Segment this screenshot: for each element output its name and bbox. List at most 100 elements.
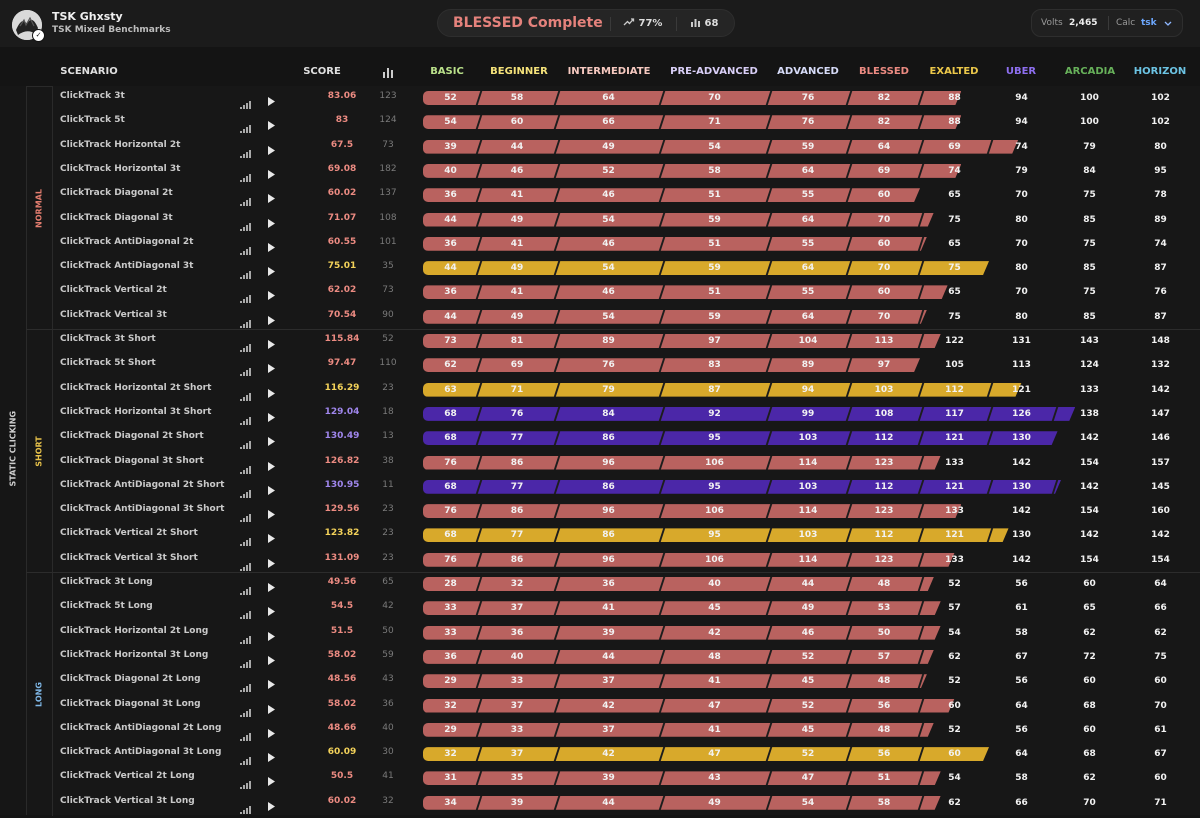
scenario-row[interactable]: ClickTrack Vertical 2t 62.02 73 36 41 46 51 55 6… <box>52 280 1200 304</box>
scenario-row[interactable]: ClickTrack Vertical 3t Long 60.02 32 34 39 44… <box>52 791 1200 815</box>
column-header-arcadia[interactable]: ARCADIA <box>1064 66 1116 77</box>
play-icon[interactable] <box>267 529 276 548</box>
scenario-row[interactable]: ClickTrack Diagonal 3t Long 58.02 36 32 37 42… <box>52 694 1200 718</box>
play-icon[interactable] <box>267 165 276 184</box>
scenario-name[interactable]: ClickTrack Diagonal 2t Short <box>60 431 204 442</box>
column-header-intermediate[interactable]: INTERMEDIATE <box>567 66 651 77</box>
scenario-name[interactable]: ClickTrack 3t Long <box>60 577 153 587</box>
signal-bars-icon[interactable] <box>240 726 251 745</box>
play-icon[interactable] <box>267 359 276 378</box>
column-header-beginner[interactable]: BEGINNER <box>490 66 548 77</box>
scenario-name[interactable]: ClickTrack Horizontal 3t Long <box>60 649 209 660</box>
scenario-name[interactable]: ClickTrack Vertical 3t Short <box>60 552 198 563</box>
play-icon[interactable] <box>267 286 276 305</box>
play-icon[interactable] <box>267 457 276 476</box>
signal-bars-icon[interactable] <box>240 483 251 502</box>
scenario-name[interactable]: ClickTrack Vertical 2t <box>60 285 167 296</box>
signal-bars-icon[interactable] <box>240 337 251 356</box>
scenario-row[interactable]: ClickTrack AntiDiagonal 2t 60.55 101 36 41 46… <box>52 232 1200 256</box>
scenario-row[interactable]: ClickTrack 3t Long 49.56 65 28 32 36 40 44 48 52 5… <box>52 572 1200 596</box>
play-icon[interactable] <box>267 627 276 646</box>
scenario-row[interactable]: ClickTrack 5t Long 54.5 42 33 37 41 45 49 53 57 61… <box>52 596 1200 620</box>
scenario-name[interactable]: ClickTrack Horizontal 2t <box>60 139 181 150</box>
scenario-name[interactable]: ClickTrack Vertical 2t Long <box>60 771 195 782</box>
column-header-advanced[interactable]: ADVANCED <box>777 66 839 77</box>
scenario-row[interactable]: ClickTrack AntiDiagonal 3t Short 129.56 23… <box>52 499 1200 523</box>
play-icon[interactable] <box>267 262 276 281</box>
scenario-row[interactable]: ClickTrack Diagonal 2t Short 130.49 13 68 77… <box>52 426 1200 450</box>
scenario-row[interactable]: ClickTrack Vertical 3t Short 131.09 23 76 86… <box>52 548 1200 572</box>
scenario-row[interactable]: ClickTrack AntiDiagonal 2t Short 130.95 11… <box>52 475 1200 499</box>
scenario-row[interactable]: ClickTrack Horizontal 3t Long 58.02 59 36 40… <box>52 645 1200 669</box>
scenario-row[interactable]: ClickTrack Horizontal 2t 67.5 73 39 44 49 54 59… <box>52 135 1200 159</box>
signal-bars-icon[interactable] <box>240 604 251 623</box>
play-icon[interactable] <box>267 602 276 621</box>
scenario-name[interactable]: ClickTrack AntiDiagonal 2t <box>60 236 194 247</box>
signal-bars-icon[interactable] <box>240 191 251 210</box>
play-icon[interactable] <box>267 116 276 135</box>
play-icon[interactable] <box>267 214 276 233</box>
signal-bars-icon[interactable] <box>240 94 251 113</box>
column-header-pre-advanced[interactable]: PRE-ADVANCED <box>670 66 758 77</box>
scenario-name[interactable]: ClickTrack AntiDiagonal 3t <box>60 261 194 272</box>
scenario-name[interactable]: ClickTrack AntiDiagonal 2t Short <box>60 479 225 490</box>
play-icon[interactable] <box>267 141 276 160</box>
scenario-name[interactable]: ClickTrack Diagonal 3t Long <box>60 698 201 709</box>
scenario-name[interactable]: ClickTrack AntiDiagonal 2t Long <box>60 722 222 733</box>
scenario-row[interactable]: ClickTrack AntiDiagonal 3t Long 60.09 30 32… <box>52 742 1200 766</box>
scenario-name[interactable]: ClickTrack AntiDiagonal 3t Long <box>60 747 222 758</box>
scenario-name[interactable]: ClickTrack Diagonal 2t Long <box>60 674 201 685</box>
column-header-horizon[interactable]: HORIZON <box>1133 66 1187 77</box>
play-icon[interactable] <box>267 724 276 743</box>
signal-bars-icon[interactable] <box>240 143 251 162</box>
scenario-row[interactable]: ClickTrack 3t Short 115.84 52 73 81 89 97 104 11… <box>52 329 1200 353</box>
scenario-name[interactable]: ClickTrack 3t Short <box>60 334 156 344</box>
play-icon[interactable] <box>267 651 276 670</box>
play-icon[interactable] <box>267 335 276 354</box>
scenario-name[interactable]: ClickTrack Diagonal 2t <box>60 188 173 199</box>
scenario-name[interactable]: ClickTrack Horizontal 3t <box>60 163 181 174</box>
scenario-row[interactable]: ClickTrack Diagonal 3t Short 126.82 38 76 86… <box>52 451 1200 475</box>
play-icon[interactable] <box>267 311 276 330</box>
play-icon[interactable] <box>267 797 276 816</box>
scenario-row[interactable]: ClickTrack 5t 83 124 54 60 66 71 76 82 88 94 100 102 <box>52 110 1200 134</box>
scenario-name[interactable]: ClickTrack 5t Long <box>60 601 153 612</box>
signal-bars-icon[interactable] <box>240 264 251 283</box>
play-icon[interactable] <box>267 578 276 597</box>
signal-bars-icon[interactable] <box>240 531 251 550</box>
signal-bars-icon[interactable] <box>240 118 251 137</box>
play-icon[interactable] <box>267 481 276 500</box>
scenario-name[interactable]: ClickTrack Vertical 2t Short <box>60 528 198 539</box>
play-icon[interactable] <box>267 92 276 111</box>
signal-bars-icon[interactable] <box>240 216 251 235</box>
play-icon[interactable] <box>267 748 276 767</box>
scenario-row[interactable]: ClickTrack 5t Short 97.47 110 62 69 76 83 89 97 1… <box>52 353 1200 377</box>
scenario-name[interactable]: ClickTrack Horizontal 2t Short <box>60 382 212 393</box>
signal-bars-icon[interactable] <box>240 361 251 380</box>
scenario-name[interactable]: ClickTrack 3t <box>60 91 125 101</box>
scenario-name[interactable]: ClickTrack Vertical 3t <box>60 309 167 320</box>
signal-bars-icon[interactable] <box>240 774 251 793</box>
signal-bars-icon[interactable] <box>240 386 251 405</box>
signal-bars-icon[interactable] <box>240 459 251 478</box>
column-header-basic[interactable]: BASIC <box>430 66 464 77</box>
column-header-exalted[interactable]: EXALTED <box>929 66 979 77</box>
signal-bars-icon[interactable] <box>240 750 251 769</box>
column-header-score[interactable]: SCORE <box>303 66 341 77</box>
scenario-name[interactable]: ClickTrack 5t <box>60 115 125 126</box>
signal-bars-icon[interactable] <box>240 580 251 599</box>
play-icon[interactable] <box>267 554 276 573</box>
signal-bars-icon[interactable] <box>240 629 251 648</box>
avatar[interactable] <box>12 10 42 40</box>
calc-selector[interactable]: Calc tsk <box>1116 14 1178 32</box>
play-icon[interactable] <box>267 505 276 524</box>
scenario-row[interactable]: ClickTrack Vertical 2t Long 50.5 41 31 35 39 4… <box>52 766 1200 790</box>
play-icon[interactable] <box>267 432 276 451</box>
signal-bars-icon[interactable] <box>240 240 251 259</box>
scenario-row[interactable]: ClickTrack Vertical 2t Short 123.82 23 68 77… <box>52 523 1200 547</box>
scenario-name[interactable]: ClickTrack 5t Short <box>60 358 156 369</box>
play-icon[interactable] <box>267 384 276 403</box>
signal-bars-icon[interactable] <box>240 702 251 721</box>
scenario-row[interactable]: ClickTrack 3t 83.06 123 52 58 64 70 76 82 88 94 100… <box>52 86 1200 110</box>
scenario-row[interactable]: ClickTrack Horizontal 2t Long 51.5 50 33 36 3… <box>52 621 1200 645</box>
